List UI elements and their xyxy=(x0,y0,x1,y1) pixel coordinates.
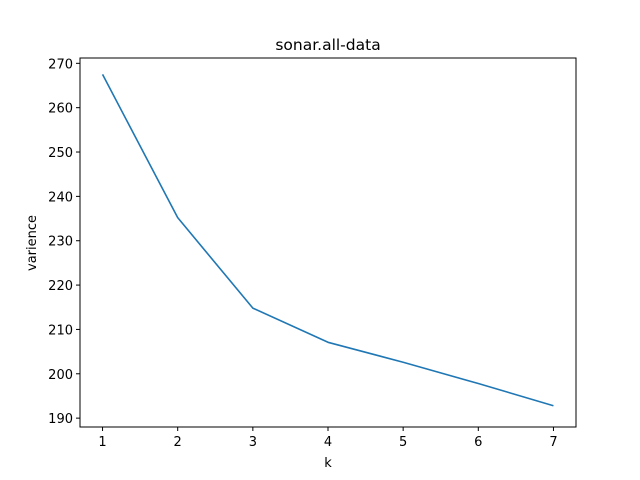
y-tick-label: 190 xyxy=(48,412,73,427)
x-tick-label: 3 xyxy=(249,435,257,450)
y-tick-label: 260 xyxy=(48,102,73,117)
y-tick-label: 250 xyxy=(48,146,73,161)
x-tick-label: 5 xyxy=(399,435,407,450)
x-tick-label: 1 xyxy=(98,435,106,450)
y-tick-label: 210 xyxy=(48,323,73,338)
y-tick-label: 200 xyxy=(48,368,73,383)
y-tick-label: 270 xyxy=(48,57,73,72)
x-tick-label: 2 xyxy=(174,435,182,450)
series-line-0 xyxy=(101,74,554,407)
y-tick-label: 230 xyxy=(48,235,73,250)
plot-area: 1 2 3 4 5 6 7 190 200 210 220 230 240 250 260 270 xyxy=(48,57,577,450)
y-tick-label: 220 xyxy=(48,279,73,294)
x-tick-label: 6 xyxy=(474,435,482,450)
plot-frame xyxy=(79,57,577,428)
y-tick-label: 240 xyxy=(48,190,73,205)
x-tick-label: 4 xyxy=(324,435,332,450)
chart-title: sonar.all-data xyxy=(275,36,380,54)
x-axis-label: k xyxy=(324,456,332,471)
y-axis-label: varience xyxy=(25,215,40,271)
x-tick-label: 7 xyxy=(549,435,557,450)
